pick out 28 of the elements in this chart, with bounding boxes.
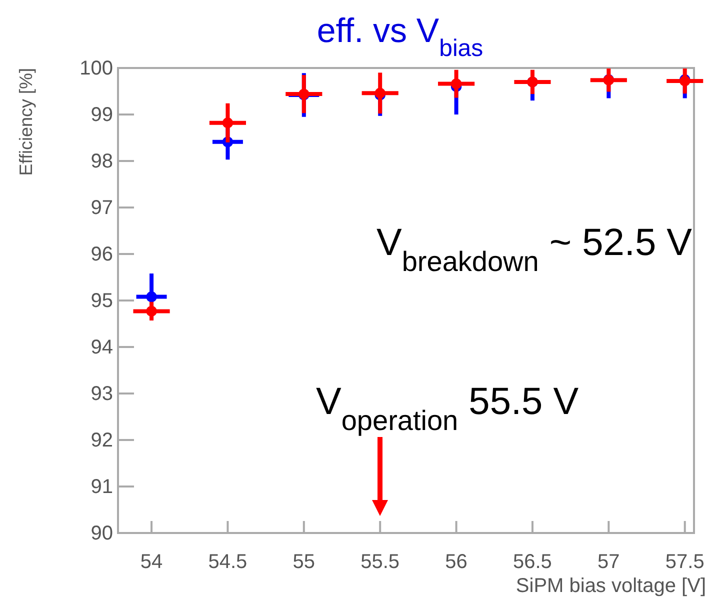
x-tick-label: 57 bbox=[598, 551, 620, 573]
y-tick-label: 94 bbox=[90, 336, 113, 358]
chart-title: eff. vs V$_{bias}$ bbox=[316, 12, 484, 62]
y-tick-label: 93 bbox=[90, 382, 113, 405]
point bbox=[222, 118, 234, 128]
point bbox=[450, 78, 462, 90]
annotation: V$_{operation}$ 55.5 V bbox=[316, 381, 580, 436]
x-tick-label: 56.5 bbox=[513, 551, 552, 573]
y-tick-label: 91 bbox=[90, 476, 113, 498]
y-tick-label: 96 bbox=[90, 243, 113, 266]
x-tick-label: 55.5 bbox=[360, 551, 400, 573]
y-tick-label: 100 bbox=[80, 57, 113, 80]
x-tick-label: 54.5 bbox=[208, 551, 248, 573]
y-tick-label: 95 bbox=[90, 290, 113, 312]
x-tick-label: 56 bbox=[445, 551, 468, 573]
y-tick-label: 90 bbox=[90, 522, 113, 544]
y-axis-title: Efficiency [%] bbox=[16, 68, 36, 176]
point bbox=[146, 306, 157, 317]
y-tick-label: 99 bbox=[90, 104, 113, 126]
point bbox=[146, 291, 157, 302]
x-tick-label: 55 bbox=[292, 551, 316, 573]
x-axis-title: SiPM bias voltage [V] bbox=[516, 575, 706, 597]
annotation: V$_{breakdown}$ ~ 52.5 V bbox=[376, 222, 693, 276]
y-tick-label: 97 bbox=[90, 196, 113, 219]
x-tick-label: 54 bbox=[140, 551, 163, 573]
x-tick-label: 57.5 bbox=[665, 551, 704, 573]
y-tick-label: 92 bbox=[90, 429, 113, 452]
y-tick-label: 98 bbox=[90, 150, 113, 172]
